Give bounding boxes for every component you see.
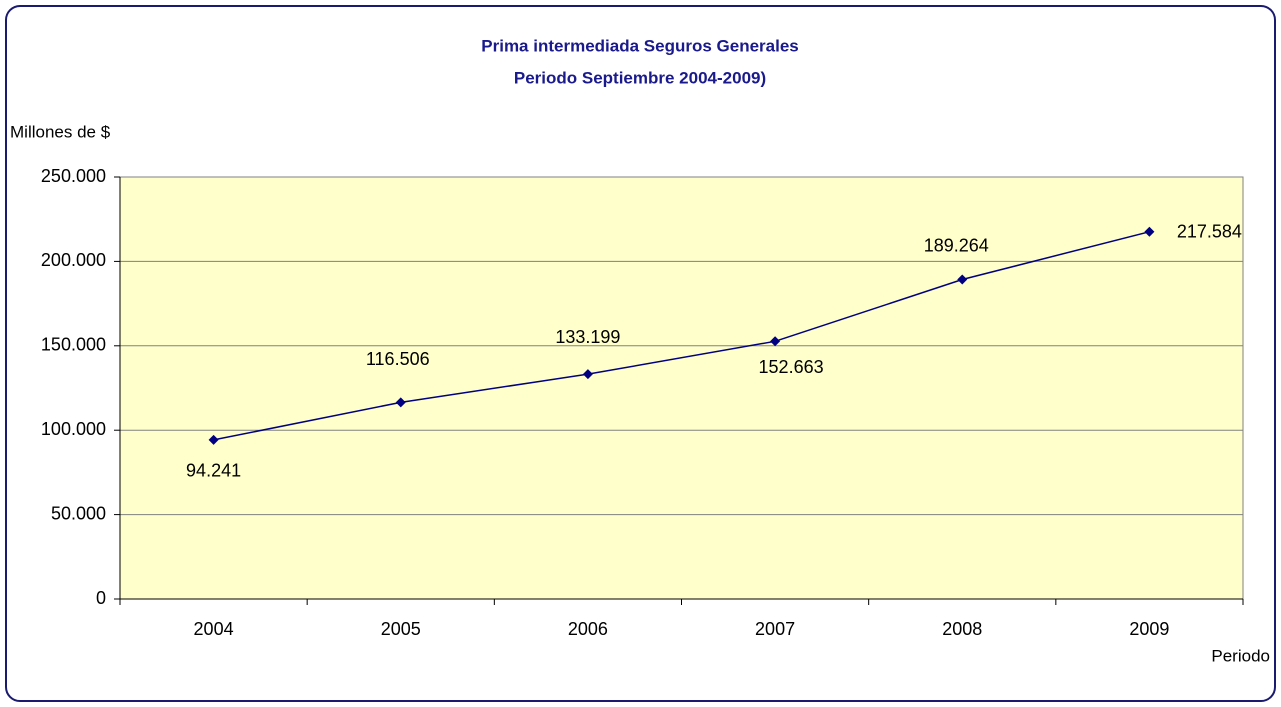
data-point bbox=[208, 434, 219, 445]
x-axis-label: Periodo bbox=[1211, 646, 1270, 665]
data-label: 133.199 bbox=[555, 327, 620, 347]
x-tick-label: 2006 bbox=[568, 619, 608, 639]
data-label: 152.663 bbox=[759, 357, 824, 377]
data-label: 116.506 bbox=[366, 349, 430, 369]
chart-title: Prima intermediada Seguros Generales bbox=[481, 36, 798, 55]
y-tick-label: 0 bbox=[96, 588, 106, 608]
x-tick-label: 2008 bbox=[942, 619, 982, 639]
line-series bbox=[213, 230, 1150, 441]
data-point bbox=[957, 274, 968, 285]
x-tick-label: 2009 bbox=[1129, 619, 1169, 639]
data-label: 189.264 bbox=[924, 235, 989, 255]
y-tick-label: 250.000 bbox=[41, 166, 106, 186]
data-point bbox=[582, 369, 593, 380]
data-point bbox=[1144, 226, 1155, 237]
x-tick-label: 2007 bbox=[755, 619, 795, 639]
x-tick-label: 2004 bbox=[194, 619, 234, 639]
data-point bbox=[770, 336, 781, 347]
y-axis-label: Millones de $ bbox=[10, 122, 111, 141]
y-tick-label: 50.000 bbox=[51, 503, 106, 523]
data-point bbox=[395, 397, 406, 408]
x-tick-label: 2005 bbox=[381, 619, 421, 639]
plot-area bbox=[119, 176, 1244, 600]
data-label: 217.584 bbox=[1177, 221, 1242, 241]
y-tick-label: 150.000 bbox=[41, 335, 106, 355]
data-label: 94.241 bbox=[186, 461, 241, 481]
chart-subtitle: Periodo Septiembre 2004-2009) bbox=[514, 68, 766, 87]
y-tick-label: 100.000 bbox=[41, 419, 106, 439]
y-tick-label: 200.000 bbox=[41, 250, 106, 270]
